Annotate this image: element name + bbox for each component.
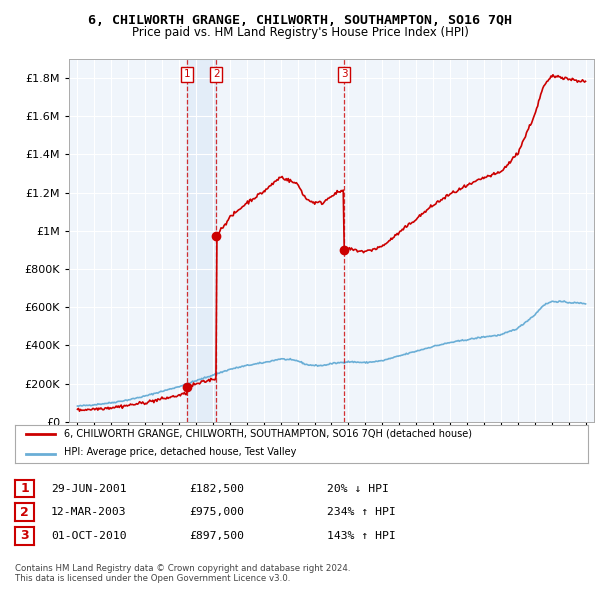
Text: 1: 1 [184,69,191,79]
Text: 3: 3 [341,69,347,79]
Text: Contains HM Land Registry data © Crown copyright and database right 2024.
This d: Contains HM Land Registry data © Crown c… [15,563,350,583]
Text: £182,500: £182,500 [189,484,244,493]
Text: 143% ↑ HPI: 143% ↑ HPI [327,531,396,540]
Text: £897,500: £897,500 [189,531,244,540]
Text: 2: 2 [213,69,220,79]
Text: 01-OCT-2010: 01-OCT-2010 [51,531,127,540]
Text: 1: 1 [20,482,29,495]
Text: HPI: Average price, detached house, Test Valley: HPI: Average price, detached house, Test… [64,447,296,457]
Text: 234% ↑ HPI: 234% ↑ HPI [327,507,396,517]
Text: Price paid vs. HM Land Registry's House Price Index (HPI): Price paid vs. HM Land Registry's House … [131,26,469,39]
Text: 12-MAR-2003: 12-MAR-2003 [51,507,127,517]
Bar [187,59,216,422]
Text: 2: 2 [20,506,29,519]
Text: 29-JUN-2001: 29-JUN-2001 [51,484,127,493]
Text: 6, CHILWORTH GRANGE, CHILWORTH, SOUTHAMPTON, SO16 7QH (detached house): 6, CHILWORTH GRANGE, CHILWORTH, SOUTHAMP… [64,428,472,438]
Text: £975,000: £975,000 [189,507,244,517]
Text: 6, CHILWORTH GRANGE, CHILWORTH, SOUTHAMPTON, SO16 7QH: 6, CHILWORTH GRANGE, CHILWORTH, SOUTHAMP… [88,14,512,27]
Text: 3: 3 [20,529,29,542]
Text: 20% ↓ HPI: 20% ↓ HPI [327,484,389,493]
